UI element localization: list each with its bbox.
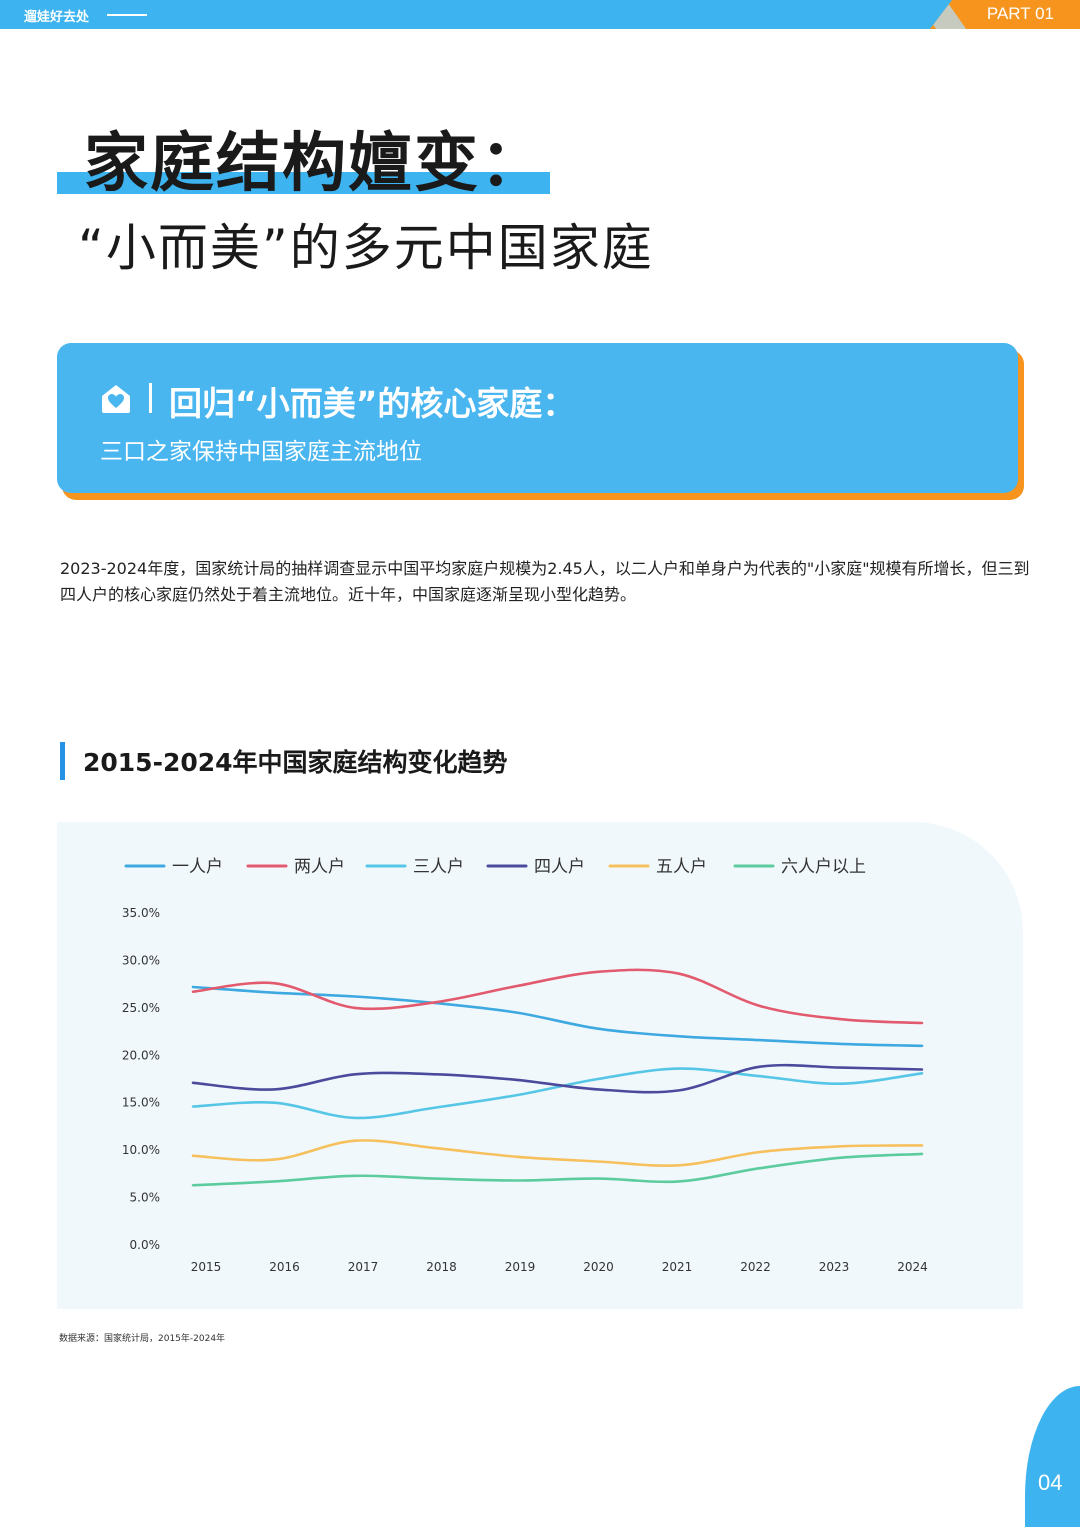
brand-name: 遛娃好去处	[24, 10, 90, 25]
part-label: PART 01	[986, 4, 1054, 23]
body-paragraph: 2023-2024年度，国家统计局的抽样调查显示中国平均家庭户规模为2.45人，…	[60, 559, 1030, 604]
top-bar: 遛娃好去处	[0, 0, 1080, 29]
chart-panel	[57, 822, 1023, 1309]
page-subtitle: “小而美”的多元中国家庭	[78, 219, 654, 277]
card-subtitle: 三口之家保持中国家庭主流地位	[100, 439, 422, 465]
part-tab	[930, 0, 1080, 29]
data-source: 数据来源：国家统计局，2015年-2024年	[59, 1334, 226, 1344]
card-title: 回归“小而美”的核心家庭：	[169, 384, 576, 423]
title-highlight-bar	[57, 172, 550, 194]
page-title: 家庭结构嬗变：	[84, 127, 546, 201]
card-separator	[149, 383, 152, 413]
highlight-card: 回归“小而美”的核心家庭： 三口之家保持中国家庭主流地位	[57, 343, 1018, 493]
corner-decoration	[1025, 1386, 1080, 1527]
brand-divider	[107, 14, 147, 16]
page-number: 04	[1038, 1470, 1063, 1495]
house-heart-icon	[102, 385, 130, 413]
section-title: 2015-2024年中国家庭结构变化趋势	[83, 748, 508, 777]
section-marker	[60, 742, 65, 780]
